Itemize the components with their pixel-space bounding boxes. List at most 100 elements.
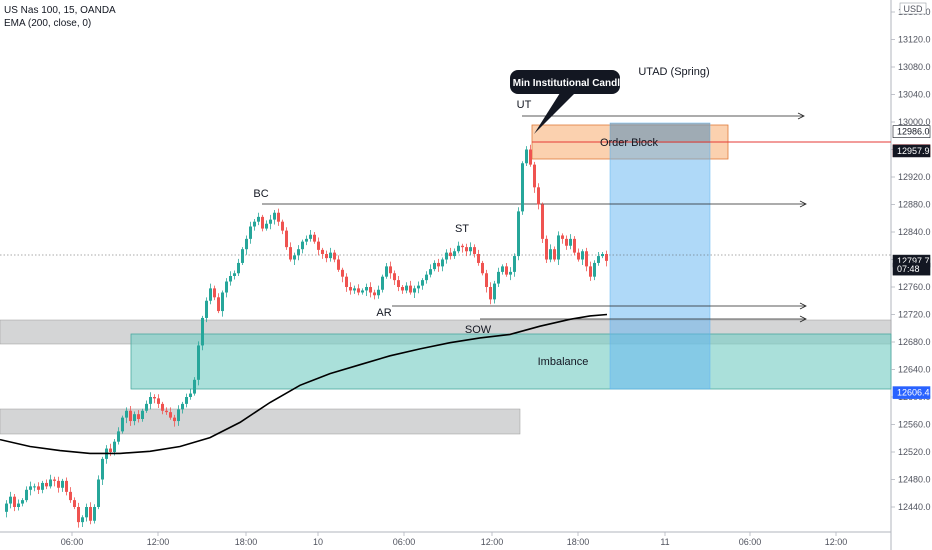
- candle-up: [61, 480, 64, 488]
- candle-up: [453, 251, 456, 257]
- time-axis[interactable]: 06:00 12:00 18:00 10 06:00 12:00 18:00 11 06:00 1…: [61, 532, 848, 547]
- candle-up: [33, 486, 36, 488]
- candle-down: [285, 230, 288, 248]
- candle-up: [581, 251, 584, 260]
- candle-down: [77, 507, 80, 523]
- label-bc: BC: [253, 188, 268, 200]
- candle-up: [177, 409, 180, 422]
- candle-up: [101, 458, 104, 480]
- callout-bubble: 5 Min Institutional Candle: [504, 70, 626, 134]
- price-tag-label: 07:48: [897, 264, 920, 274]
- candle-up: [385, 266, 388, 277]
- legend-indicator[interactable]: EMA (200, close, 0): [4, 18, 92, 29]
- candle-down: [533, 164, 536, 188]
- candle-up: [413, 288, 416, 293]
- candle-down: [281, 221, 284, 231]
- legend-symbol[interactable]: US Nas 100, 15, OANDA: [4, 5, 116, 16]
- currency-badge[interactable]: [899, 2, 927, 15]
- candle-down: [313, 234, 316, 242]
- label-sow: SOW: [465, 324, 492, 336]
- candle-down: [321, 249, 324, 254]
- candle-down: [477, 254, 480, 263]
- candle-down: [37, 486, 40, 490]
- candle-up: [433, 262, 436, 270]
- candle-down: [73, 500, 76, 507]
- candle-down: [573, 238, 576, 253]
- candle-up: [125, 410, 128, 418]
- candle-up: [205, 300, 208, 318]
- label-utad: UTAD (Spring): [638, 66, 709, 78]
- candle-up: [517, 211, 520, 257]
- time-tick-label: 06:00: [61, 537, 84, 547]
- time-tick-label: 12:00: [481, 537, 504, 547]
- candle-up: [93, 507, 96, 521]
- candle-down: [389, 266, 392, 274]
- candle-up: [133, 414, 136, 422]
- price-tick-label: 13000.0: [898, 117, 931, 127]
- candle-up: [445, 252, 448, 260]
- candle-up: [429, 269, 432, 275]
- price-tick-label: 12720.0: [898, 310, 931, 320]
- candle-up: [509, 271, 512, 275]
- candle-down: [53, 479, 56, 481]
- candle-down: [373, 292, 376, 296]
- candle-up: [221, 292, 224, 312]
- candle-down: [109, 448, 112, 452]
- price-tag-label: 12986.0: [897, 127, 930, 137]
- candle-up: [497, 271, 500, 284]
- candle-down: [541, 204, 544, 239]
- time-tick-label: 11: [660, 537, 669, 547]
- candle-up: [353, 288, 356, 291]
- candle-down: [565, 238, 568, 246]
- candle-up: [149, 397, 152, 404]
- candle-up: [549, 249, 552, 260]
- price-tag-dark: [892, 262, 931, 276]
- time-tick-label: 12:00: [147, 537, 170, 547]
- candle-down: [261, 216, 264, 229]
- candle-down: [317, 241, 320, 250]
- candle-up: [229, 276, 232, 282]
- candle-up: [117, 431, 120, 442]
- candle-down: [485, 273, 488, 287]
- candle-down: [89, 507, 92, 521]
- candle-up: [457, 245, 460, 252]
- candle-up: [361, 290, 364, 293]
- candle-down: [489, 287, 492, 300]
- candle-down: [325, 254, 328, 259]
- candle-down: [589, 266, 592, 277]
- label-order-block: Order Block: [600, 137, 659, 149]
- candle-up: [521, 163, 524, 212]
- candle-up: [493, 283, 496, 300]
- label-ar: AR: [376, 307, 391, 319]
- candle-up: [9, 496, 12, 504]
- candle-up: [257, 216, 260, 222]
- time-tick-label: 18:00: [235, 537, 258, 547]
- level-arrows: [262, 112, 807, 323]
- candle-down: [289, 247, 292, 260]
- candle-down: [505, 266, 508, 275]
- price-tick-label: 12840.0: [898, 227, 931, 237]
- candle-up: [193, 379, 196, 394]
- price-tag-blue: [892, 386, 931, 399]
- candle-down: [437, 262, 440, 267]
- candle-up: [21, 500, 24, 504]
- candle-up: [209, 288, 212, 301]
- candle-down: [57, 480, 60, 488]
- candle-up: [201, 317, 204, 346]
- price-tick-label: 12480.0: [898, 475, 931, 485]
- ema-200-line: [0, 313, 608, 455]
- grey-zone-lower: [0, 408, 521, 435]
- candle-up: [381, 276, 384, 290]
- candle-down: [137, 414, 140, 419]
- candle-up: [329, 252, 332, 259]
- price-tick-label: 12760.0: [898, 282, 931, 292]
- price-tick-label: 12440.0: [898, 502, 931, 512]
- candle-down: [545, 238, 548, 260]
- plot-area[interactable]: [0, 0, 891, 550]
- price-tick-label: 12520.0: [898, 447, 931, 457]
- candle-up: [29, 486, 32, 490]
- candle-down: [165, 410, 168, 413]
- price-tick-label: 12680.0: [898, 337, 931, 347]
